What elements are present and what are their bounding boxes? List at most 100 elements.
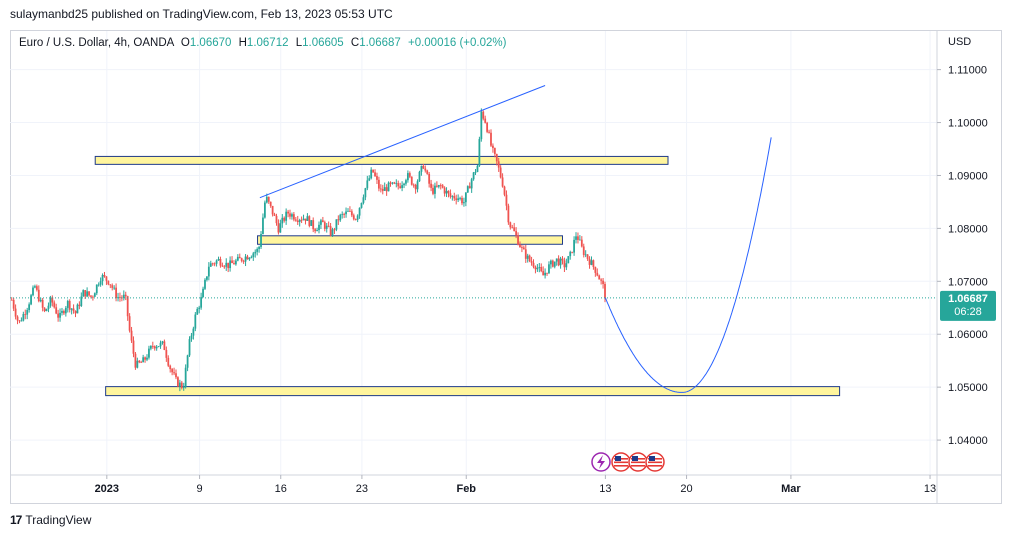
tradingview-logo[interactable]: 17 TradingView: [10, 513, 91, 527]
event-icons[interactable]: [591, 452, 665, 472]
candle-body: [339, 214, 342, 221]
candle-body: [204, 279, 206, 289]
candle-body: [159, 342, 162, 347]
candle-body: [521, 247, 523, 248]
candle-body: [138, 360, 141, 363]
candle-body: [594, 266, 597, 273]
last-price-tag: 1.06687 06:28: [940, 290, 996, 321]
candle-body: [55, 307, 58, 314]
candle-body: [511, 227, 514, 229]
candle-body: [331, 229, 334, 236]
candle-body: [318, 224, 320, 231]
candle-body: [466, 186, 469, 193]
candle-body: [524, 249, 527, 259]
candle-body: [540, 267, 543, 272]
candle-body: [233, 263, 235, 265]
legend-o-value: 1.06670: [190, 37, 232, 49]
candle-body: [312, 220, 315, 230]
candle-body: [30, 295, 32, 305]
candle-body: [235, 260, 237, 265]
candle-body: [335, 219, 338, 230]
candle-body: [596, 272, 599, 276]
candle-body: [32, 287, 34, 296]
candle-body: [343, 214, 346, 215]
candle-body: [557, 258, 560, 266]
candle-body: [231, 260, 233, 264]
candle-body: [567, 256, 570, 264]
candle-body: [495, 153, 498, 162]
candle-body: [151, 345, 154, 347]
candle-body: [416, 181, 419, 190]
legend-symbol: Euro / U.S. Dollar, 4h, OANDA: [19, 37, 175, 49]
candle-body: [41, 299, 44, 308]
candle-body: [370, 169, 373, 179]
candle-body: [310, 220, 313, 226]
candle-body: [464, 192, 467, 203]
us-flag-icon[interactable]: [611, 452, 631, 472]
candle-body: [140, 362, 143, 364]
candle-body: [107, 280, 110, 285]
candle-body: [445, 190, 448, 194]
candle-body: [213, 263, 216, 265]
sr-zone: [105, 386, 841, 397]
candle-body: [165, 349, 168, 358]
candle-body: [484, 118, 487, 123]
candle-body: [327, 225, 330, 227]
candle-body: [200, 297, 203, 308]
candle-body: [542, 271, 545, 276]
candle-body: [236, 256, 239, 261]
candle-body: [588, 258, 591, 265]
candle-body: [461, 197, 463, 204]
candle-body: [515, 231, 518, 236]
candle-body: [347, 210, 349, 212]
candle-body: [571, 251, 574, 253]
candle-body: [68, 300, 71, 310]
candle-body: [84, 290, 87, 297]
candle-body: [244, 256, 247, 262]
us-flag-icon[interactable]: [628, 452, 648, 472]
candle-body: [507, 205, 510, 223]
candle-body: [300, 219, 303, 221]
y-tick-label: 1.11000: [948, 65, 987, 77]
candle-body: [399, 186, 402, 188]
candle-body: [323, 222, 326, 229]
candle-body: [211, 263, 214, 265]
sr-zone: [257, 235, 563, 245]
candle-body: [142, 357, 145, 363]
us-flag-icon[interactable]: [645, 452, 665, 472]
candle-body: [586, 254, 589, 259]
candle-body: [49, 297, 52, 306]
candle-body: [451, 196, 454, 197]
candle-body: [267, 196, 270, 202]
candle-body: [513, 227, 516, 232]
candle-body: [273, 214, 276, 216]
candle-body: [188, 339, 191, 356]
lightning-icon[interactable]: [591, 452, 611, 472]
candle-body: [26, 309, 29, 315]
candle-body: [435, 185, 438, 187]
candle-body: [505, 194, 508, 206]
candle-body: [478, 139, 481, 166]
candle-body: [387, 182, 390, 192]
candle-body: [308, 216, 311, 226]
candle-body: [206, 276, 208, 280]
candle-body: [169, 365, 172, 370]
candle-body: [221, 265, 224, 267]
candle-body: [39, 299, 42, 302]
candle-body: [178, 382, 181, 387]
candle-body: [470, 179, 473, 189]
candle-body: [472, 172, 475, 180]
candle-body: [296, 220, 299, 223]
candle-body: [146, 357, 148, 360]
candle-body: [582, 246, 585, 255]
candle-body: [265, 196, 268, 203]
candle-body: [406, 173, 409, 181]
x-tick-label: 20: [680, 483, 692, 495]
candle-body: [534, 266, 537, 270]
candle-body: [252, 253, 255, 258]
candle-body: [604, 283, 606, 298]
candle-body: [492, 145, 494, 149]
candle-body: [66, 300, 69, 308]
price-tag-background: [940, 290, 996, 321]
